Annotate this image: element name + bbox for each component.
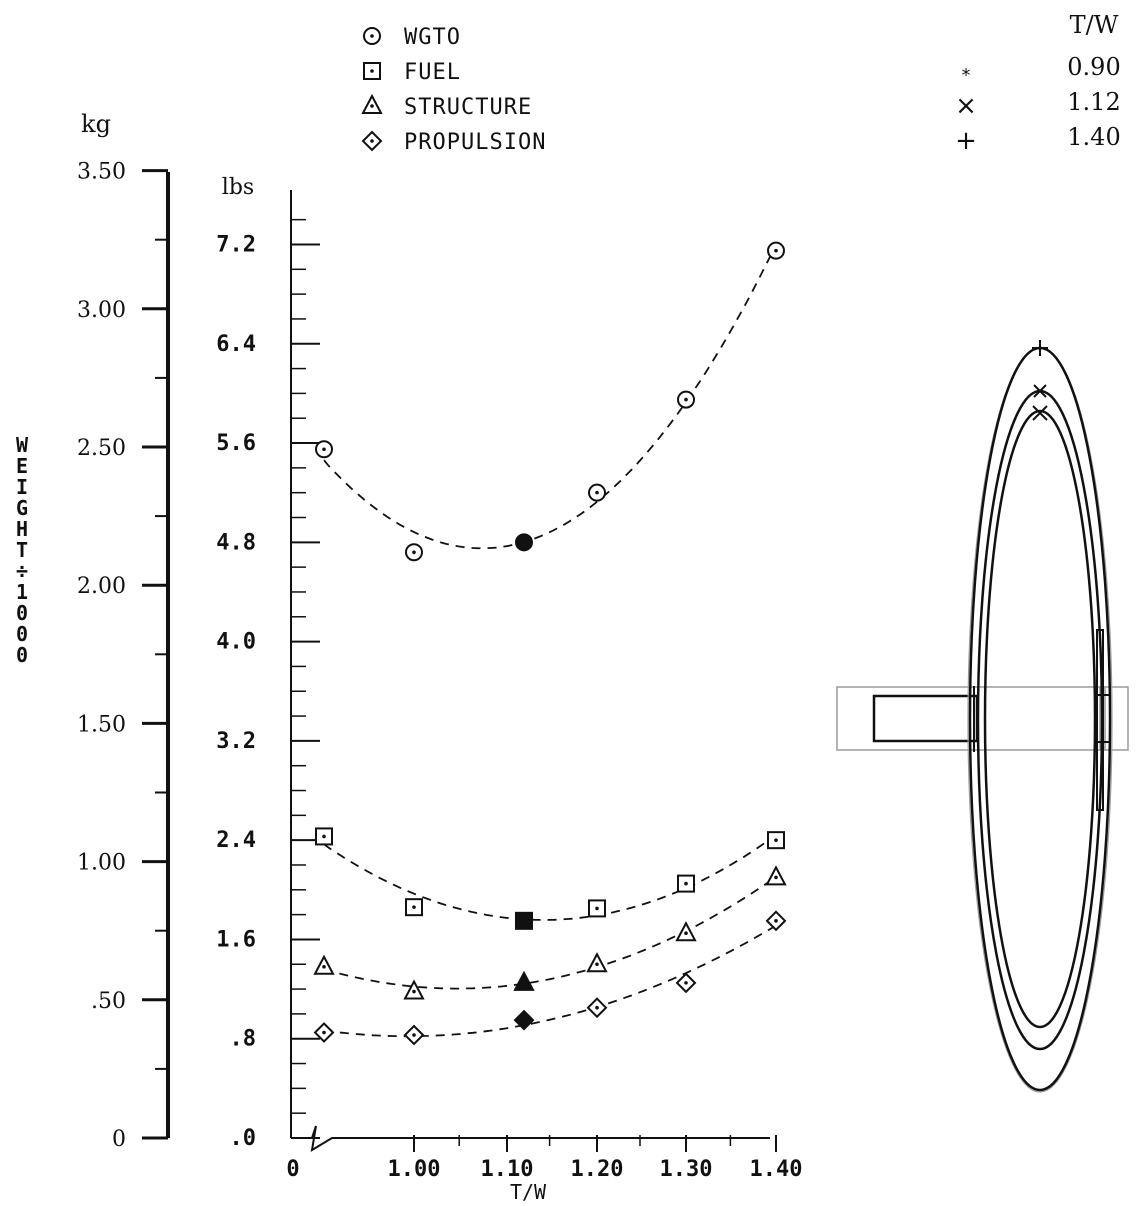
marker-center-dot	[684, 397, 688, 402]
lbs-tick-label: 7.2	[216, 232, 256, 257]
x-axis: T/W 0 1.00 1.10 1.20 1.30 1.40	[286, 1125, 803, 1204]
tw-legend-header: T/W	[1070, 11, 1119, 39]
marker-center-dot	[774, 838, 778, 842]
x-tick-label: 0	[286, 1157, 299, 1182]
lbs-axis: lbs .0 .8 1.6 2.4 3.2 4.0 4.8 5.6 6.4 7.2	[216, 175, 320, 1151]
apex-cross-mark	[1032, 405, 1048, 421]
legend-label-structure: STRUCTURE	[404, 95, 532, 120]
curve-fuel	[323, 834, 777, 921]
x-tick-label: 1.30	[660, 1157, 713, 1182]
marker-diamond	[513, 1009, 535, 1031]
marker-center-dot	[322, 834, 326, 839]
fuselage-outline	[872, 694, 979, 743]
lbs-tick-label: 1.6	[216, 927, 256, 952]
kg-tick-label: 0	[112, 1127, 126, 1152]
kg-tick-label: 3.00	[77, 298, 126, 323]
marker-square	[515, 911, 533, 930]
curve-propulsion	[323, 925, 777, 1038]
data-markers	[313, 241, 787, 1046]
x-tick-label: 1.20	[571, 1157, 624, 1182]
x-tick-label: 1.00	[388, 1157, 441, 1182]
marker-center-dot	[774, 875, 778, 880]
legend-label-propulsion: PROPULSION	[404, 130, 546, 155]
lbs-tick-label: 4.0	[216, 630, 256, 655]
fit-curves	[323, 244, 777, 1038]
marker-circle	[515, 533, 533, 552]
wing-outline-medium	[976, 389, 1104, 1051]
x-tick-label: 1.10	[481, 1157, 534, 1182]
tw-legend: T/W * 0.90 × 1.12 + 1.40	[955, 11, 1121, 156]
wing-outline-large	[968, 346, 1112, 1092]
y-axis-title: W E I G H T ÷ 1 0 0 0	[16, 433, 29, 667]
marker-center-dot	[412, 905, 416, 909]
marker-center-dot	[684, 981, 688, 985]
marker-triangle	[513, 970, 535, 991]
tw-legend-symbol: ×	[955, 91, 977, 121]
tw-legend-value: 0.90	[1067, 53, 1120, 81]
marker-center-dot	[370, 69, 374, 73]
curve-wgto	[323, 244, 777, 550]
marker-center-dot	[370, 34, 374, 38]
marker-center-dot	[595, 962, 599, 967]
kg-tick-label: 2.50	[77, 436, 126, 461]
marker-center-dot	[595, 490, 599, 495]
marker-center-dot	[595, 906, 599, 911]
lbs-tick-label: 2.4	[216, 828, 256, 853]
kg-tick-label: 3.50	[77, 160, 126, 185]
x-axis-line	[291, 1125, 770, 1152]
kg-axis: kg 0 .50 1.00 1.50 2.00 2.50 3.00 3.50	[77, 110, 170, 1152]
aircraft-sketch	[836, 340, 1129, 1093]
legend-label-wgto: WGTO	[404, 25, 461, 50]
marker-center-dot	[595, 1005, 599, 1010]
marker-center-dot	[412, 550, 416, 555]
sketch-marks	[1032, 340, 1109, 749]
marker-center-dot	[322, 964, 326, 969]
lbs-tick-label: 6.4	[216, 332, 256, 357]
curve-structure	[323, 876, 777, 990]
marker-center-dot	[370, 139, 374, 143]
series-legend: WGTO FUEL STRUCTURE PROPULSION	[361, 25, 546, 155]
kg-tick-label: 2.00	[77, 574, 126, 599]
marker-center-dot	[684, 931, 688, 936]
tail-plus-mark-upper	[1095, 688, 1109, 702]
apex-plus-mark	[1032, 340, 1048, 356]
tw-legend-symbol: *	[962, 65, 971, 86]
tail-outline-faint	[1099, 686, 1129, 751]
marker-center-dot	[412, 989, 416, 994]
marker-center-dot	[412, 1033, 416, 1037]
wing-spar	[1096, 629, 1104, 811]
lbs-tick-label: .8	[230, 1027, 257, 1052]
lbs-tick-label: .0	[230, 1126, 257, 1151]
marker-center-dot	[370, 104, 374, 108]
apex-star-mark	[1033, 384, 1047, 398]
wing-outline-small	[983, 409, 1097, 1029]
lbs-tick-label: 3.2	[216, 729, 256, 754]
marker-center-dot	[684, 881, 688, 886]
x-tick-label: 1.40	[750, 1157, 803, 1182]
lbs-tick-label: 5.6	[216, 431, 256, 456]
marker-center-dot	[774, 248, 778, 253]
tail-plus-mark-lower	[1095, 735, 1109, 749]
marker-center-dot	[774, 919, 778, 923]
x-axis-title: T/W	[510, 1180, 547, 1204]
kg-tick-label: 1.00	[77, 851, 126, 876]
lbs-tick-label: 4.8	[216, 530, 256, 555]
lbs-unit-label: lbs	[222, 175, 254, 200]
marker-center-dot	[322, 1030, 326, 1035]
marker-center-dot	[322, 447, 326, 452]
tw-legend-value: 1.40	[1067, 123, 1120, 151]
kg-tick-label: .50	[91, 989, 126, 1014]
tw-legend-symbol: +	[955, 126, 977, 156]
tw-legend-value: 1.12	[1067, 88, 1120, 116]
kg-tick-label: 1.50	[77, 712, 126, 737]
kg-unit-label: kg	[81, 110, 111, 138]
legend-label-fuel: FUEL	[404, 60, 461, 85]
